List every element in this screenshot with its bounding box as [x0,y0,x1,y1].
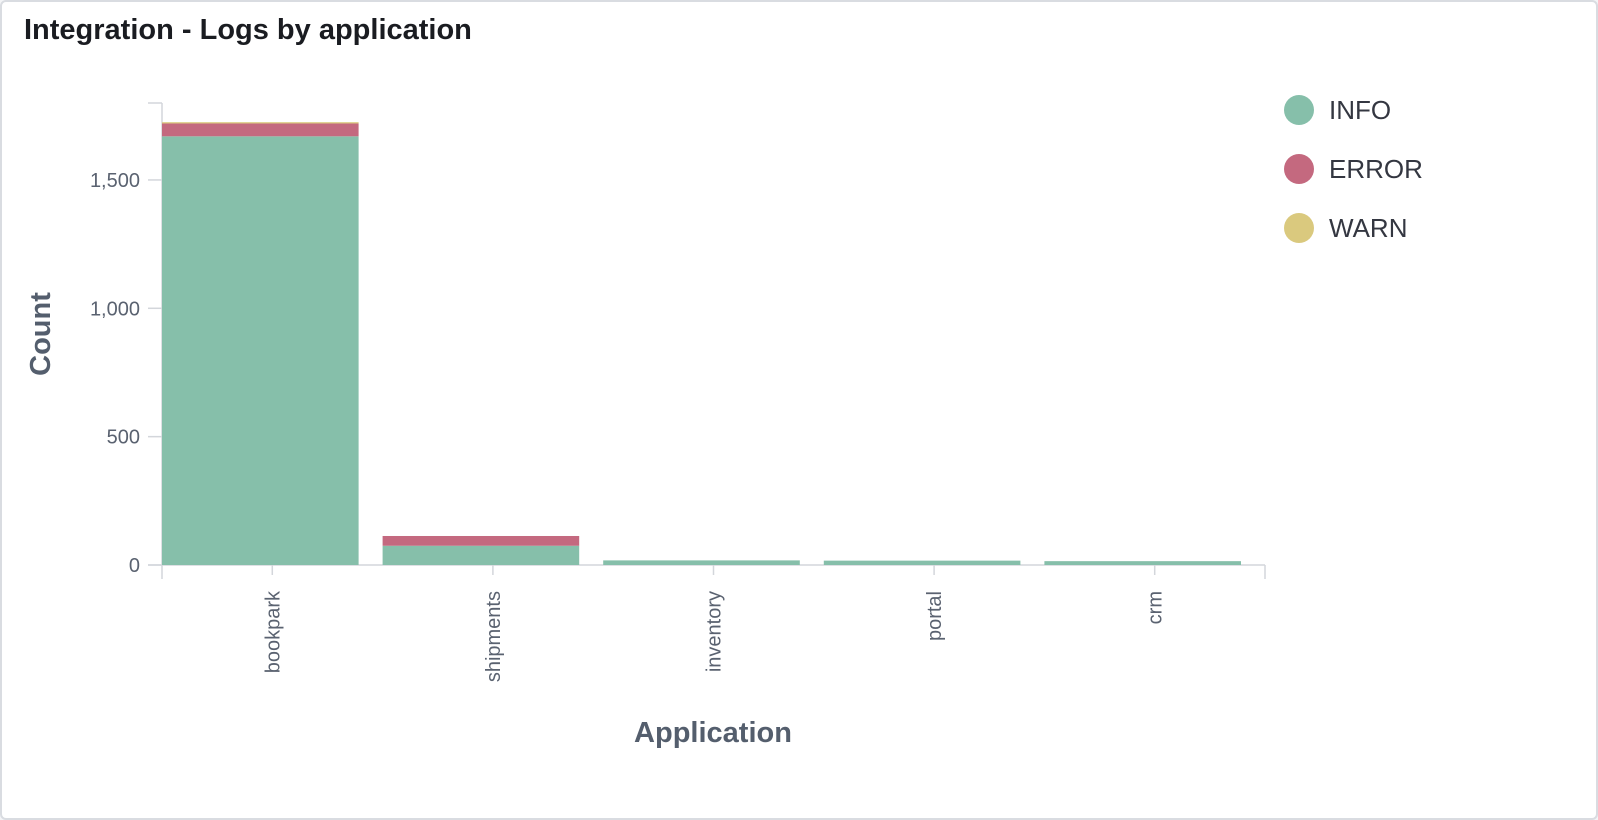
bars [162,122,1241,565]
legend: INFO ERROR WARN [1284,95,1423,243]
legend-marker-info [1284,95,1314,125]
x-tick-label-inventory: inventory [704,591,726,672]
bar-inventory-info [603,560,800,565]
x-tick-label-shipments: shipments [483,591,505,682]
bar-bookpark-error [162,123,359,137]
legend-label-info: INFO [1329,95,1391,125]
legend-label-warn: WARN [1329,213,1407,243]
bar-bookpark-warn [162,122,359,124]
bar-bookpark-info [162,136,359,565]
panel-title: Integration - Logs by application [24,14,472,46]
bar-portal-info [823,560,1021,565]
x-tick-label-portal: portal [924,591,946,641]
y-tick-label: 0 [129,555,140,577]
y-axis-title: Count [25,292,57,376]
x-tick-label-crm: crm [1145,591,1167,624]
y-tick-label: 1,500 [90,170,140,192]
y-tick-label: 1,000 [90,298,140,320]
legend-marker-warn [1284,213,1314,243]
y-axis: 0 500 1,000 1,500 [90,102,163,577]
legend-marker-error [1284,154,1314,184]
x-tick-label-bookpark: bookpark [262,590,284,673]
x-axis: bookpark shipments inventory portal crm [148,564,1266,682]
bar-shipments-error [382,535,580,546]
x-axis-title: Application [634,717,792,749]
bar-shipments-info [382,545,580,565]
y-tick-label: 500 [107,427,140,449]
legend-label-error: ERROR [1329,154,1423,184]
bar-crm-info [1044,561,1241,565]
